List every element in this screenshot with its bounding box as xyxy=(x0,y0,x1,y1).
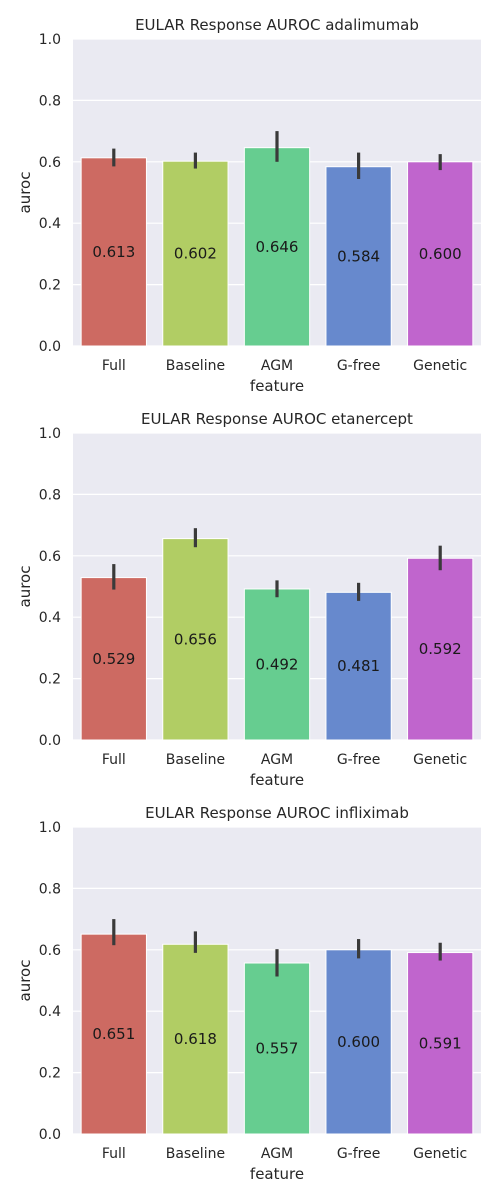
data-label: 0.529 xyxy=(92,650,135,668)
y-tick-label: 0.6 xyxy=(39,155,61,171)
y-tick-label: 0.0 xyxy=(39,1127,61,1143)
y-tick-label: 0.4 xyxy=(39,216,61,232)
x-tick-label: Full xyxy=(102,752,126,768)
x-tick-label: Genetic xyxy=(413,752,467,768)
x-tick-label: Baseline xyxy=(166,752,225,768)
x-tick-label: G-free xyxy=(337,358,381,374)
chart-title: EULAR Response AUROC infliximab xyxy=(145,804,409,822)
bars: 0.529 0.656 0.492 0.481 0.592 xyxy=(80,528,474,741)
y-tick-label: 0.4 xyxy=(39,610,61,626)
y-axis-label: auroc xyxy=(16,960,34,1002)
x-tick-label: Genetic xyxy=(413,358,467,374)
y-tick-label: 0.2 xyxy=(39,278,61,294)
data-label: 0.613 xyxy=(92,243,135,261)
x-tick-label: AGM xyxy=(261,752,293,768)
x-tick-label: Full xyxy=(102,1146,126,1162)
x-axis-label: feature xyxy=(250,1165,304,1183)
bar xyxy=(407,952,474,1135)
x-tick-label: Baseline xyxy=(166,358,225,374)
data-label: 0.591 xyxy=(419,1034,462,1052)
data-label: 0.584 xyxy=(337,247,380,265)
y-tick-label: 0.4 xyxy=(39,1004,61,1020)
x-tick-label: G-free xyxy=(337,752,381,768)
y-tick-label: 1.0 xyxy=(39,820,61,836)
data-label: 0.492 xyxy=(256,655,299,673)
y-tick-label: 0.8 xyxy=(39,93,61,109)
x-tick-label: Full xyxy=(102,358,126,374)
data-label: 0.618 xyxy=(174,1030,217,1048)
data-label: 0.656 xyxy=(174,630,217,648)
x-tick-labels: Full Baseline AGM G-free Genetic xyxy=(102,358,467,374)
bar xyxy=(243,588,311,741)
y-tick-label: 1.0 xyxy=(39,426,61,442)
bar xyxy=(80,933,147,1135)
data-label: 0.600 xyxy=(419,245,462,263)
y-tick-label: 0.2 xyxy=(39,672,61,688)
y-tick-label: 0.8 xyxy=(39,881,61,897)
x-axis-label: feature xyxy=(250,377,304,395)
bar xyxy=(80,577,147,741)
x-tick-labels: Full Baseline AGM G-free Genetic xyxy=(102,1146,467,1162)
y-tick-label: 0.0 xyxy=(39,733,61,749)
y-tick-label: 0.0 xyxy=(39,339,61,355)
y-tick-label: 0.6 xyxy=(39,943,61,959)
y-axis-label: auroc xyxy=(16,172,34,214)
data-label: 0.557 xyxy=(256,1040,299,1058)
y-tick-label: 0.6 xyxy=(39,549,61,565)
bar xyxy=(243,962,311,1135)
y-tick-labels: 0.0 0.2 0.4 0.6 0.8 1.0 xyxy=(39,426,61,749)
y-tick-label: 1.0 xyxy=(39,32,61,48)
x-tick-label: G-free xyxy=(337,1146,381,1162)
y-tick-labels: 0.0 0.2 0.4 0.6 0.8 1.0 xyxy=(39,820,61,1143)
y-axis-label: auroc xyxy=(16,566,34,608)
bars: 0.613 0.602 0.646 0.584 0.600 xyxy=(80,131,474,347)
data-label: 0.651 xyxy=(92,1025,135,1043)
x-tick-label: Genetic xyxy=(413,1146,467,1162)
y-tick-label: 0.8 xyxy=(39,487,61,503)
data-label: 0.646 xyxy=(256,238,299,256)
x-tick-label: Baseline xyxy=(166,1146,225,1162)
x-tick-labels: Full Baseline AGM G-free Genetic xyxy=(102,752,467,768)
bar xyxy=(325,591,392,741)
data-label: 0.602 xyxy=(174,245,217,263)
bar xyxy=(407,557,474,741)
y-tick-label: 0.2 xyxy=(39,1066,61,1082)
y-tick-labels: 0.0 0.2 0.4 0.6 0.8 1.0 xyxy=(39,32,61,355)
bar xyxy=(243,147,311,347)
chart-title: EULAR Response AUROC adalimumab xyxy=(135,16,419,34)
data-label: 0.600 xyxy=(337,1033,380,1051)
bar xyxy=(162,538,229,741)
x-tick-label: AGM xyxy=(261,358,293,374)
data-label: 0.481 xyxy=(337,657,380,675)
bar xyxy=(80,157,147,347)
bar xyxy=(162,160,229,347)
data-label: 0.592 xyxy=(419,640,462,658)
bars: 0.651 0.618 0.557 0.600 0.591 xyxy=(80,919,474,1135)
bar xyxy=(325,949,392,1135)
x-axis-label: feature xyxy=(250,771,304,789)
bar xyxy=(407,161,474,347)
chart-title: EULAR Response AUROC etanercept xyxy=(141,410,413,428)
x-tick-label: AGM xyxy=(261,1146,293,1162)
bar xyxy=(162,943,229,1135)
